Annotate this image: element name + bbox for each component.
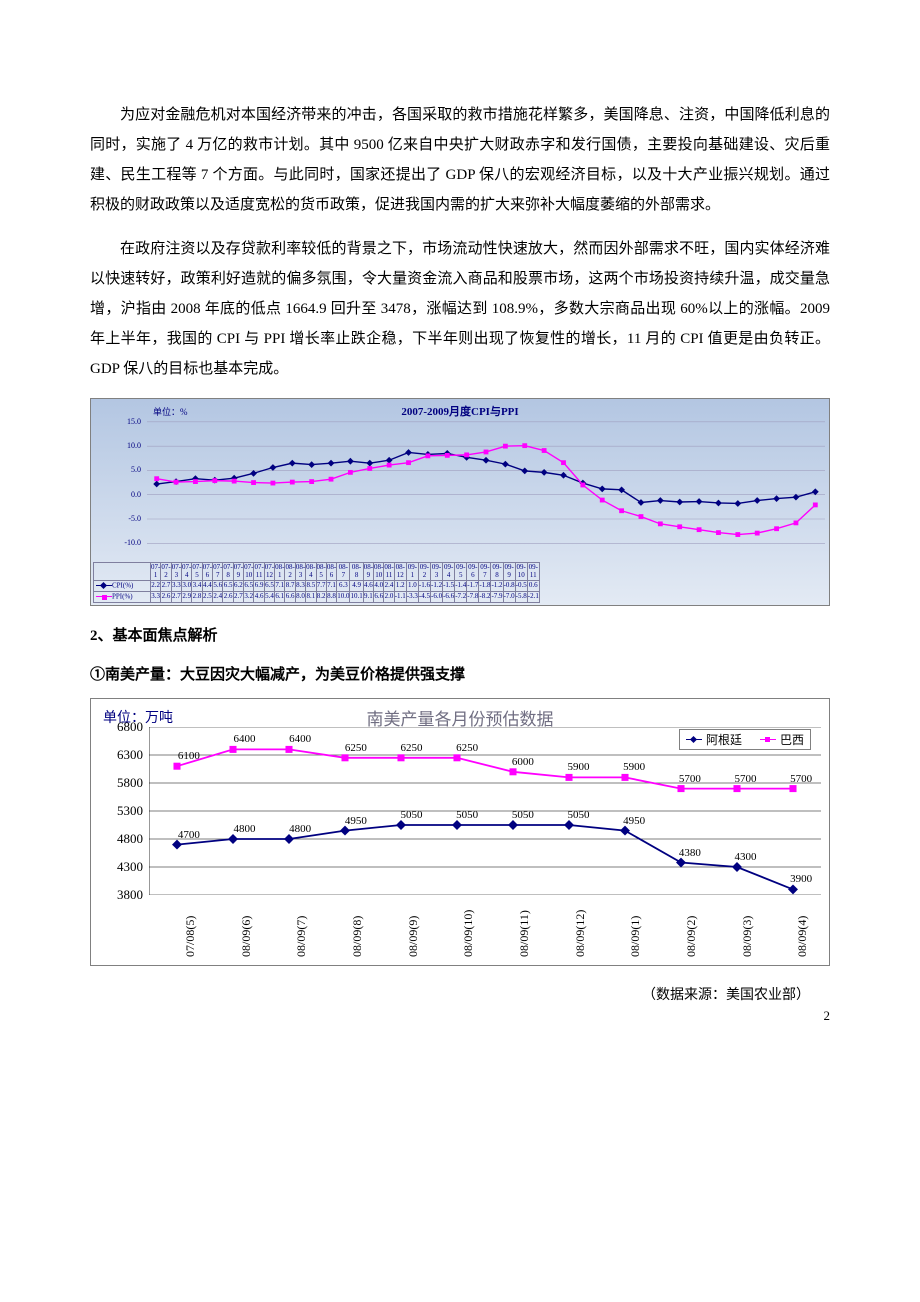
section-2-sub-heading: ①南美产量：大豆因灾大幅减产，为美豆价格提供强支撑 <box>90 663 830 684</box>
cpi-ppi-chart: 单位：% 2007-2009月度CPI与PPI 15.010.05.00.0-5… <box>90 398 830 606</box>
section-2-heading: 2、基本面焦点解析 <box>90 624 830 645</box>
paragraph-1: 为应对金融危机对本国经济带来的冲击，各国采取的救市措施花样繁多，美国降息、注资，… <box>90 100 830 220</box>
paragraph-2: 在政府注资以及存贷款利率较低的背景之下，市场流动性快速放大，然而因外部需求不旺，… <box>90 234 830 384</box>
page-number: 2 <box>824 1008 831 1024</box>
chart1-plot <box>147 417 825 553</box>
chart2-plot <box>149 727 821 895</box>
chart2-area: 单位：万吨 南美产量各月份预估数据 阿根廷 巴西 680063005800530… <box>91 699 829 965</box>
chart1-data-table: 07- 107- 207- 307- 407- 507- 607- 707- 8… <box>93 562 540 603</box>
page: 为应对金融危机对本国经济带来的冲击，各国采取的救市措施花样繁多，美国降息、注资，… <box>0 0 920 1044</box>
south-america-output-chart: 单位：万吨 南美产量各月份预估数据 阿根廷 巴西 680063005800530… <box>90 698 830 966</box>
cpi-ppi-chart-area: 单位：% 2007-2009月度CPI与PPI 15.010.05.00.0-5… <box>91 399 829 605</box>
data-source: （数据来源：美国农业部） <box>90 984 810 1004</box>
